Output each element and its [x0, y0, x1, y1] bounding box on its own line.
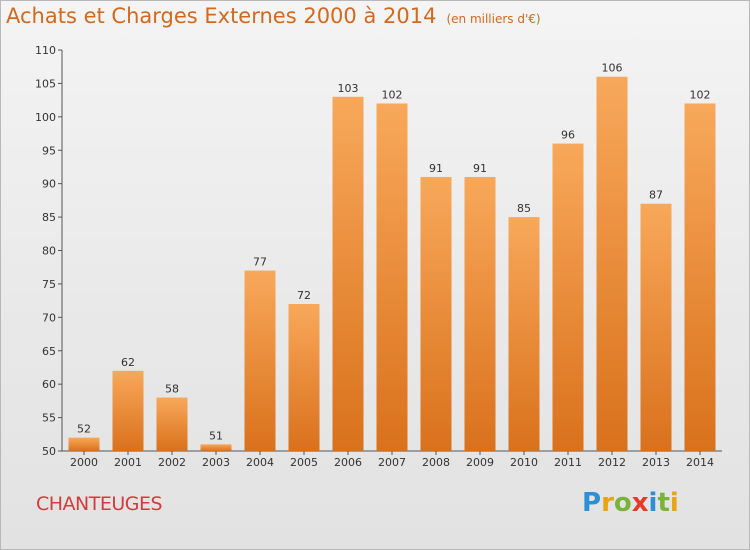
y-tick-label: 50	[42, 445, 56, 458]
x-tick-label: 2002	[158, 456, 186, 469]
bar	[508, 217, 540, 451]
y-tick-label: 75	[42, 278, 56, 291]
bar-value-label: 72	[297, 289, 311, 302]
y-tick-label: 110	[35, 44, 56, 57]
bar-value-label: 52	[77, 423, 91, 436]
y-tick-label: 70	[42, 311, 56, 324]
commune-name: CHANTEUGES	[36, 493, 163, 515]
bar-value-label: 85	[517, 202, 531, 215]
bar-value-label: 103	[338, 82, 359, 95]
bar	[464, 176, 496, 451]
bar-value-label: 96	[561, 129, 575, 142]
x-tick-label: 2011	[554, 456, 582, 469]
bar	[640, 203, 672, 451]
y-tick-label: 90	[42, 178, 56, 191]
x-tick-label: 2013	[642, 456, 670, 469]
y-tick-label: 95	[42, 144, 56, 157]
bar-value-label: 106	[602, 62, 623, 75]
logo-letter: P	[582, 488, 602, 518]
y-tick-label: 55	[42, 412, 56, 425]
chart-title: Achats et Charges Externes 2000 à 2014 (e…	[6, 4, 541, 28]
bar	[420, 176, 452, 451]
y-tick-label: 85	[42, 211, 56, 224]
bar	[376, 103, 408, 451]
x-tick-label: 2014	[686, 456, 714, 469]
y-tick-label: 80	[42, 245, 56, 258]
bar-value-label: 51	[209, 429, 223, 442]
y-tick-label: 65	[42, 345, 56, 358]
bar-value-label: 91	[429, 162, 443, 175]
bar	[552, 143, 584, 452]
bar	[112, 370, 144, 451]
bar-layer	[68, 76, 716, 452]
y-tick-label: 105	[35, 77, 56, 90]
x-tick-label: 2006	[334, 456, 362, 469]
bar	[156, 397, 188, 451]
bar	[332, 96, 364, 452]
chart-title-text: Achats et Charges Externes 2000 à 2014	[6, 4, 437, 28]
x-tick-label: 2007	[378, 456, 406, 469]
bar-value-label: 102	[382, 88, 403, 101]
x-tick-label: 2004	[246, 456, 274, 469]
y-tick-label: 100	[35, 111, 56, 124]
logo-letter: x	[631, 488, 649, 518]
bar-value-label: 87	[649, 189, 663, 202]
bar	[244, 270, 276, 451]
y-tick-label: 60	[42, 378, 56, 391]
bar	[288, 303, 320, 451]
x-tick-label: 2000	[70, 456, 98, 469]
bar-value-label: 102	[690, 88, 711, 101]
proxiti-logo[interactable]: Proxiti	[582, 488, 679, 518]
logo-letter: t	[657, 488, 670, 518]
bar	[684, 103, 716, 451]
label-layer: 52 62 58 51 77 72 103 102 91 91 85 96 106 87 102	[77, 62, 711, 443]
logo-letter: i	[669, 488, 679, 518]
bar	[200, 444, 232, 451]
bar-value-label: 58	[165, 383, 179, 396]
x-tick-label: 2003	[202, 456, 230, 469]
bar	[68, 437, 100, 451]
x-tick-label: 2005	[290, 456, 318, 469]
bar-value-label: 91	[473, 162, 487, 175]
chart-unit: (en milliers d'€)	[446, 12, 541, 26]
bar-value-label: 77	[253, 256, 267, 269]
bar	[596, 76, 628, 451]
x-tick-label: 2012	[598, 456, 626, 469]
logo-letter: r	[601, 488, 614, 518]
logo-letter: o	[613, 488, 632, 518]
logo-letter: i	[648, 488, 658, 518]
x-tick-label: 2001	[114, 456, 142, 469]
x-tick-label: 2008	[422, 456, 450, 469]
x-tick-label: 2010	[510, 456, 538, 469]
bar-value-label: 62	[121, 356, 135, 369]
x-tick-label: 2009	[466, 456, 494, 469]
